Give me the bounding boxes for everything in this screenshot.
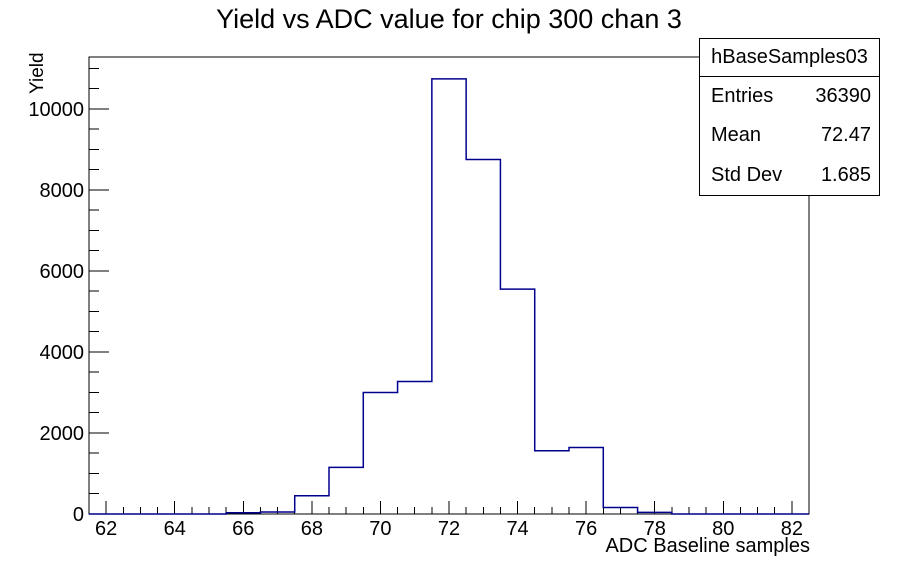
y-tick-label: 10000 <box>28 99 84 121</box>
y-tick-label: 2000 <box>40 423 85 445</box>
stats-label-entries: Entries <box>711 85 774 108</box>
x-tick-label: 72 <box>438 518 460 540</box>
x-tick-label: 70 <box>369 518 391 540</box>
stats-box[interactable]: hBaseSamples03 Entries 36390 Mean 72.47 … <box>699 38 880 196</box>
y-tick-label: 6000 <box>40 261 85 283</box>
stats-row-mean: Mean 72.47 <box>700 116 879 155</box>
x-tick-label: 62 <box>95 518 117 540</box>
histogram-line <box>89 78 809 515</box>
y-axis-title: Yield <box>27 52 48 94</box>
x-tick-label: 82 <box>781 518 803 540</box>
y-tick-label: 0 <box>73 504 84 526</box>
stats-row-stddev: Std Dev 1.685 <box>700 156 879 195</box>
x-axis-title: ADC Baseline samples <box>605 535 810 557</box>
x-tick-label: 66 <box>232 518 254 540</box>
x-tick-label: 80 <box>712 518 734 540</box>
x-tick-label: 64 <box>164 518 186 540</box>
x-tick-label: 76 <box>575 518 597 540</box>
stats-box-title: hBaseSamples03 <box>700 39 879 77</box>
stats-label-mean: Mean <box>711 124 762 147</box>
stats-value-entries: 36390 <box>815 85 871 108</box>
stats-value-stddev: 1.685 <box>820 163 871 186</box>
y-tick-label: 8000 <box>40 180 85 202</box>
y-tick-label: 4000 <box>40 342 85 364</box>
stats-row-entries: Entries 36390 <box>700 77 879 116</box>
stats-value-mean: 72.47 <box>820 124 871 147</box>
x-tick-label: 78 <box>644 518 666 540</box>
stats-label-stddev: Std Dev <box>711 163 783 186</box>
x-tick-label: 68 <box>301 518 323 540</box>
x-tick-label: 74 <box>506 518 528 540</box>
plot-title: Yield vs ADC value for chip 300 chan 3 <box>216 4 682 34</box>
